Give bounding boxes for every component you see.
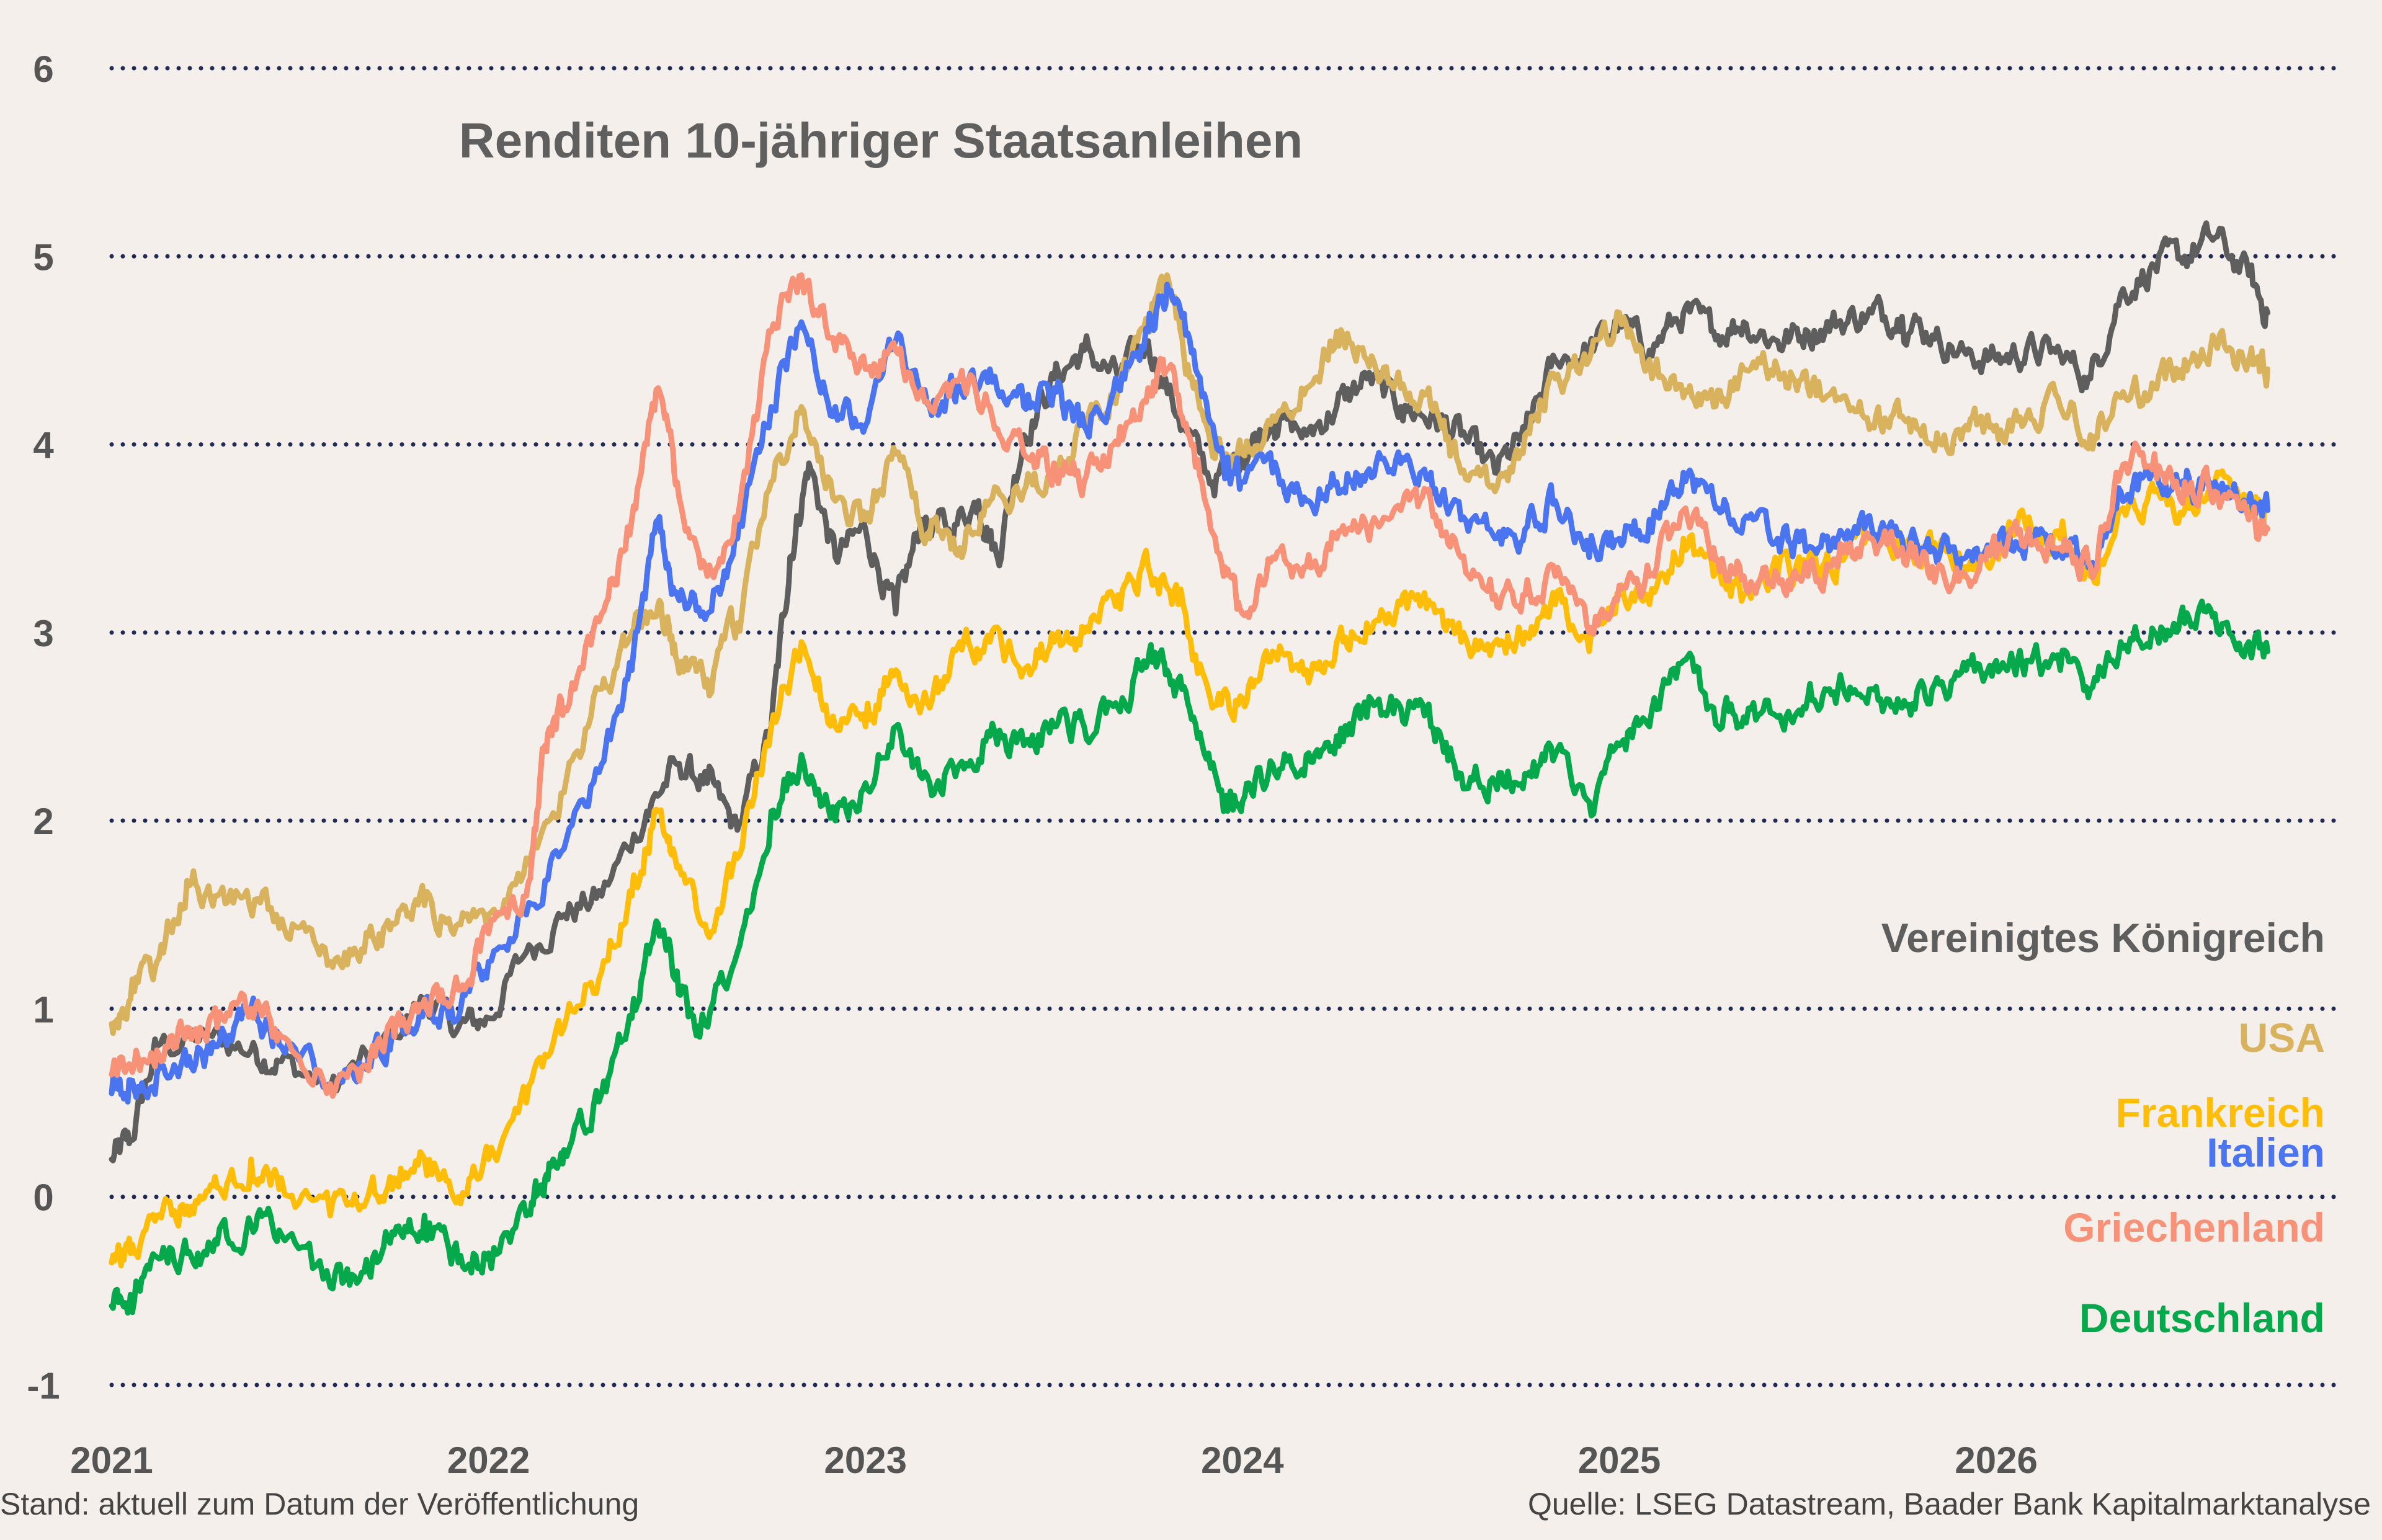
y-tick-label: 6 — [33, 48, 53, 90]
y-tick-label: 3 — [33, 613, 53, 654]
chart-title: Renditen 10-jähriger Staatsanleihen — [459, 113, 1303, 168]
footnote-date: Stand: aktuell zum Datum der Veröffentli… — [0, 1487, 639, 1521]
y-tick-label: -1 — [27, 1365, 60, 1407]
x-tick-label: 2022 — [447, 1440, 530, 1481]
y-axis-ticks: 6 5 4 3 2 1 0 -1 — [27, 48, 60, 1407]
y-tick-label: 4 — [33, 425, 54, 466]
series-line-usa — [109, 272, 2271, 1036]
legend-label: USA — [2239, 1015, 2325, 1061]
x-tick-label: 2026 — [1955, 1440, 2037, 1481]
series-labels: Vereinigtes Königreich USA FrankreichItali… — [1881, 915, 2325, 1341]
gridlines — [109, 66, 2338, 1387]
y-tick-label: 5 — [33, 236, 53, 278]
series-lines — [109, 220, 2271, 1316]
legend-label: Frankreich — [2116, 1090, 2325, 1136]
x-tick-label: 2024 — [1201, 1440, 1284, 1481]
series-line-italien — [109, 282, 2271, 1105]
footnote-source: Quelle: LSEG Datastream, Baader Bank Kap… — [1528, 1487, 2371, 1521]
y-tick-label: 1 — [33, 989, 53, 1030]
legend-label: Vereinigtes Königreich — [1881, 915, 2325, 961]
series-line-griechenland — [109, 272, 2271, 1099]
series-line-vereinigtes-k-nigreich — [109, 220, 2271, 1164]
x-axis-ticks: 2021 2022 2023 2024 2025 2026 — [70, 1440, 2038, 1481]
x-tick-label: 2025 — [1578, 1440, 1661, 1481]
y-tick-label: 0 — [33, 1177, 53, 1219]
legend-label: Griechenland — [2063, 1204, 2325, 1250]
x-tick-label: 2023 — [824, 1440, 907, 1481]
series-line-deutschland — [109, 599, 2271, 1316]
y-tick-label: 2 — [33, 801, 53, 842]
legend-label: Deutschland — [2079, 1295, 2325, 1341]
x-tick-label: 2021 — [70, 1440, 153, 1481]
legend-label: Italien — [2206, 1129, 2325, 1175]
